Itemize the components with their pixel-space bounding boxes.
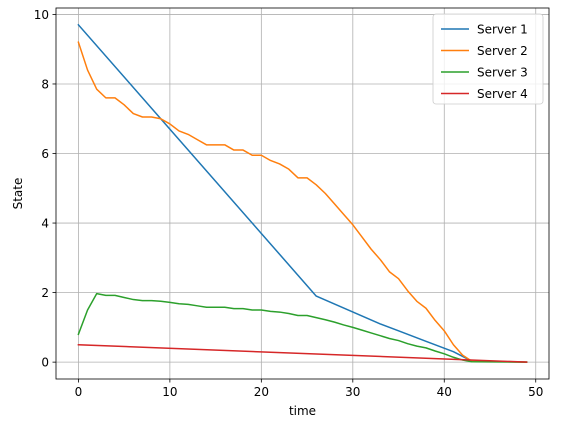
x-tick-label: 30 — [345, 385, 360, 399]
x-tick-label: 20 — [254, 385, 269, 399]
series-line-3 — [77, 292, 528, 363]
y-tick-label: 8 — [41, 77, 49, 91]
y-tick-label: 2 — [41, 286, 49, 300]
legend-label: Server 1 — [477, 23, 528, 37]
y-tick-label: 6 — [41, 147, 49, 161]
series-line-2 — [77, 41, 528, 363]
legend-label: Server 4 — [477, 87, 528, 101]
legend-label: Server 3 — [477, 66, 528, 80]
x-tick-label: 40 — [437, 385, 452, 399]
y-tick-label: 10 — [34, 8, 49, 22]
y-axis-label: State — [11, 178, 25, 210]
x-tick-label: 10 — [162, 385, 177, 399]
series-lines — [77, 23, 528, 363]
x-tick-label: 50 — [528, 385, 543, 399]
x-axis-ticks: 0 10 20 30 40 50 — [75, 379, 543, 399]
legend-label: Server 2 — [477, 44, 528, 58]
y-axis-ticks: 0 2 4 6 8 10 — [34, 8, 56, 370]
x-tick-label: 0 — [75, 385, 83, 399]
legend-box — [432, 13, 544, 105]
y-tick-label: 0 — [41, 356, 49, 370]
series-line-4 — [77, 343, 528, 363]
legend: Server 1 Server 2 Server 3 Server 4 — [432, 13, 544, 105]
x-axis-label: time — [289, 404, 316, 418]
y-tick-label: 4 — [41, 217, 49, 231]
plot-frame — [55, 7, 550, 380]
